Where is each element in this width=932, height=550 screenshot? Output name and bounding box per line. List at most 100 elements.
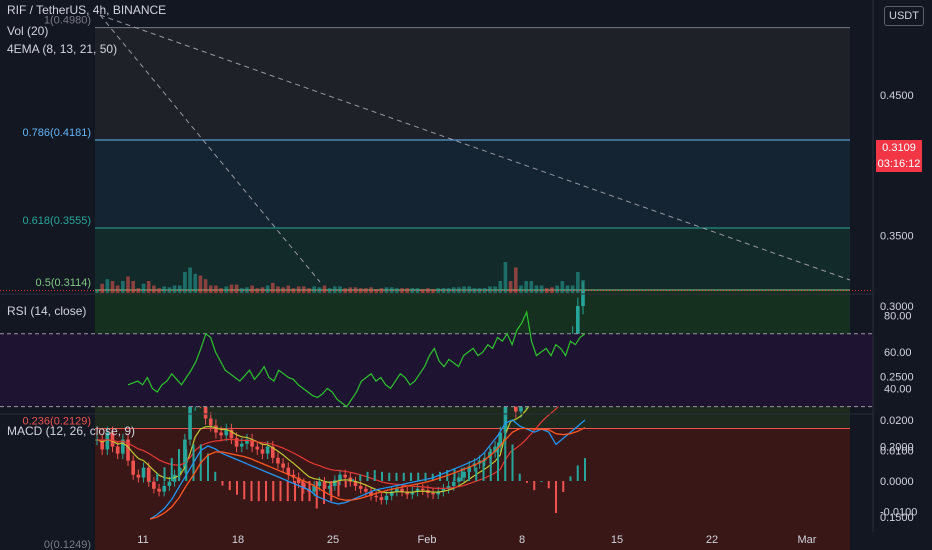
candle-body [519, 404, 523, 412]
macd-histogram-bar [555, 481, 557, 514]
volume-bar [503, 262, 508, 293]
time-tick: 8 [519, 534, 525, 546]
macd-histogram-bar [410, 472, 412, 481]
volume-bar [384, 287, 389, 293]
macd-histogram-bar [381, 471, 383, 481]
fib-label: 0.786(0.4181) [23, 127, 92, 139]
macd-title[interactable]: MACD (12, 26, close, 9) [7, 424, 136, 438]
volume-bar [291, 288, 296, 293]
candle-body [296, 477, 301, 484]
volume-bar [524, 281, 528, 293]
volume-bar [560, 281, 565, 293]
macd-histogram-bar [337, 481, 340, 497]
candle-body [224, 429, 229, 436]
macd-pane[interactable] [149, 419, 586, 520]
signal-line [149, 427, 586, 520]
volume-bar [115, 285, 120, 293]
macd-histogram-bar [460, 468, 463, 481]
volume-bar [286, 285, 291, 293]
volume-bar [581, 280, 585, 293]
volume-bar [162, 286, 167, 293]
volume-bar [121, 281, 125, 293]
candle-body [301, 483, 306, 489]
macd-histogram-bar [308, 481, 311, 502]
price-pane[interactable]: 1(0.4980) 0.786(0.4181) 0.618(0.3555) 0.5(0… [0, 14, 873, 550]
volume-bar [498, 281, 503, 293]
macd-tick: 0.0200 [880, 415, 914, 427]
volume-bar [333, 286, 337, 293]
volume-bar [234, 284, 239, 293]
currency-button[interactable]: USDT [884, 6, 924, 26]
volume-legend[interactable]: Vol (20) [7, 24, 49, 38]
ema-legend[interactable]: 4EMA (8, 13, 21, 50) [7, 42, 118, 56]
volume-bar [327, 288, 332, 293]
volume-bar [446, 288, 451, 293]
macd-histogram-bar [540, 481, 543, 482]
candle-body [395, 488, 399, 492]
volume-bar [565, 285, 570, 293]
volume-bar [555, 285, 559, 293]
candle-body [581, 290, 585, 306]
macd-histogram-bar [170, 458, 173, 481]
macd-histogram-bar [330, 481, 333, 502]
fib-zone [95, 27, 850, 140]
volume-bar [203, 279, 208, 293]
candle-body [364, 488, 368, 492]
candle-body [126, 439, 130, 461]
volume-bar [477, 288, 482, 293]
candle-body [343, 474, 347, 478]
price-tick: 0.2000 [880, 442, 914, 454]
time-tick: 22 [706, 534, 718, 546]
macd-histogram-bar [323, 481, 325, 504]
candle-body [286, 467, 291, 475]
macd-line [149, 419, 586, 520]
volume-bar [410, 288, 415, 293]
volume-bar [451, 287, 456, 293]
price-tag: 0.3109 03:16:12 [876, 140, 922, 172]
volume-bar [146, 281, 151, 293]
candle-body [208, 418, 213, 426]
volume-bar [389, 287, 394, 293]
volume-bar [488, 286, 492, 293]
macd-histogram-bar [286, 481, 289, 502]
symbol-title[interactable]: RIF / TetherUS, 4h, BINANCE [7, 3, 167, 17]
volume-bar [141, 283, 146, 293]
candle-body [276, 457, 280, 464]
rsi-line [127, 309, 586, 408]
volume-bar [172, 285, 177, 293]
macd-histogram-bar [518, 473, 521, 481]
candle-body [389, 491, 394, 496]
macd-histogram-bar [475, 467, 478, 481]
volume-bar [131, 281, 136, 293]
candle-body [100, 439, 104, 450]
rsi-tick: 60.00 [884, 347, 912, 359]
volume-bar [214, 285, 218, 293]
macd-histogram-bar [214, 471, 217, 481]
candle-body [431, 492, 435, 495]
candle-body [415, 488, 420, 492]
candle-body [265, 446, 270, 454]
macd-tick: 0.0000 [880, 476, 914, 488]
volume-bar [508, 281, 513, 293]
candle-body [384, 495, 389, 501]
candle-body [462, 471, 466, 478]
volume-bar [105, 279, 110, 293]
macd-histogram-bar [569, 476, 572, 481]
time-tick: 11 [137, 534, 148, 546]
candle-body [270, 446, 275, 458]
volume-bar [322, 285, 327, 293]
rsi-title[interactable]: RSI (14, close) [7, 304, 87, 318]
volume-bar [539, 285, 544, 293]
macd-histogram-bar [250, 481, 253, 502]
volume-bar [364, 288, 368, 293]
volume-bar [245, 287, 249, 293]
macd-histogram-bar [373, 470, 376, 481]
macd-histogram-bar [315, 481, 318, 509]
macd-histogram-bar [236, 481, 238, 495]
macd-histogram-bar [547, 481, 550, 489]
macd-histogram-bar [359, 474, 362, 481]
volume-bar [183, 272, 187, 293]
rsi-pane[interactable] [0, 309, 873, 408]
candle-body [136, 474, 141, 478]
